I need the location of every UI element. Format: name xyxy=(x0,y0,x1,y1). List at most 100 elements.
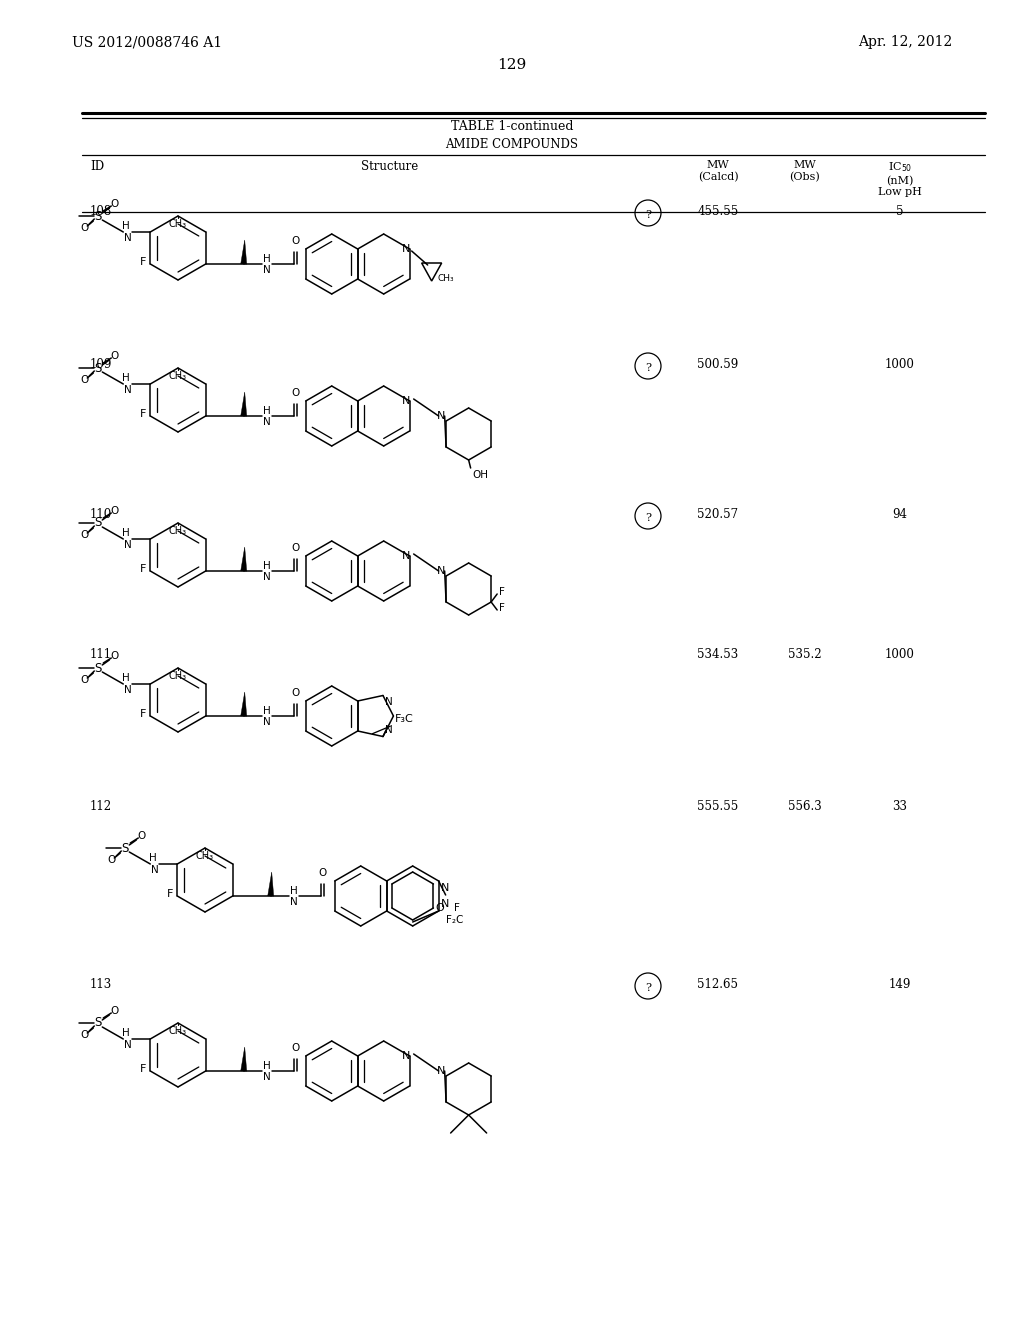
Text: H: H xyxy=(122,220,129,231)
Text: S: S xyxy=(94,661,102,675)
Text: ?: ? xyxy=(645,983,651,993)
Text: N: N xyxy=(263,1072,270,1082)
Text: F: F xyxy=(454,903,460,913)
Text: O: O xyxy=(111,351,119,360)
Text: 149: 149 xyxy=(889,978,911,991)
Text: N: N xyxy=(124,1040,131,1049)
Text: N: N xyxy=(401,396,410,407)
Text: N: N xyxy=(151,865,159,875)
Text: CH₃: CH₃ xyxy=(437,275,455,282)
Text: O: O xyxy=(292,236,300,246)
Text: S: S xyxy=(94,210,102,223)
Text: H: H xyxy=(263,561,270,572)
Text: CH₃: CH₃ xyxy=(169,1026,187,1036)
Text: O: O xyxy=(292,543,300,553)
Text: 112: 112 xyxy=(90,800,112,813)
Text: S: S xyxy=(94,362,102,375)
Text: OH: OH xyxy=(473,470,488,480)
Text: O: O xyxy=(80,531,88,540)
Text: N: N xyxy=(124,685,131,696)
Text: CH₃: CH₃ xyxy=(169,525,187,536)
Text: O: O xyxy=(80,375,88,385)
Text: F: F xyxy=(167,888,173,899)
Text: N: N xyxy=(436,1067,444,1076)
Text: F: F xyxy=(140,564,146,574)
Text: 110: 110 xyxy=(90,508,113,521)
Text: O: O xyxy=(292,688,300,698)
Text: F: F xyxy=(140,409,146,418)
Text: 113: 113 xyxy=(90,978,113,991)
Text: O: O xyxy=(80,675,88,685)
Text: CH₃: CH₃ xyxy=(169,671,187,681)
Text: US 2012/0088746 A1: US 2012/0088746 A1 xyxy=(72,36,222,49)
Text: H: H xyxy=(122,1028,129,1038)
Text: N: N xyxy=(263,572,270,582)
Text: H: H xyxy=(122,374,129,383)
Text: O: O xyxy=(318,869,327,878)
Text: CH₃: CH₃ xyxy=(196,851,214,861)
Text: N: N xyxy=(385,725,393,734)
Text: CH₃: CH₃ xyxy=(169,371,187,381)
Text: N: N xyxy=(401,1051,410,1061)
Text: H: H xyxy=(122,673,129,682)
Text: O: O xyxy=(111,199,119,209)
Text: H: H xyxy=(263,407,270,416)
Polygon shape xyxy=(241,240,247,264)
Text: N: N xyxy=(124,385,131,395)
Text: 512.65: 512.65 xyxy=(697,978,738,991)
Text: 5: 5 xyxy=(896,205,904,218)
Text: O: O xyxy=(435,903,444,913)
Text: H: H xyxy=(263,706,270,715)
Text: 555.55: 555.55 xyxy=(697,800,738,813)
Text: IC$_{50}$
(nM)
Low pH: IC$_{50}$ (nM) Low pH xyxy=(878,160,922,198)
Text: O: O xyxy=(292,1043,300,1053)
Text: ?: ? xyxy=(645,210,651,220)
Text: H: H xyxy=(263,253,270,264)
Text: N: N xyxy=(401,550,410,561)
Text: O: O xyxy=(111,506,119,516)
Text: 94: 94 xyxy=(893,508,907,521)
Polygon shape xyxy=(241,692,247,717)
Text: 109: 109 xyxy=(90,358,113,371)
Polygon shape xyxy=(241,392,247,416)
Text: S: S xyxy=(94,516,102,529)
Text: CH₃: CH₃ xyxy=(169,219,187,228)
Text: S: S xyxy=(122,842,129,854)
Text: 33: 33 xyxy=(893,800,907,813)
Polygon shape xyxy=(267,873,273,896)
Text: ?: ? xyxy=(645,363,651,374)
Text: O: O xyxy=(80,223,88,234)
Text: H: H xyxy=(290,886,297,896)
Text: F₂C: F₂C xyxy=(445,915,463,925)
Text: 534.53: 534.53 xyxy=(697,648,738,661)
Text: N: N xyxy=(263,717,270,727)
Text: MW
(Calcd): MW (Calcd) xyxy=(697,160,738,182)
Text: F: F xyxy=(499,603,505,612)
Text: AMIDE COMPOUNDS: AMIDE COMPOUNDS xyxy=(445,139,579,150)
Text: F: F xyxy=(140,709,146,719)
Text: O: O xyxy=(108,855,116,865)
Text: 556.3: 556.3 xyxy=(788,800,822,813)
Text: H: H xyxy=(148,853,157,863)
Text: F: F xyxy=(140,257,146,267)
Text: N: N xyxy=(401,244,410,253)
Text: N: N xyxy=(440,899,450,909)
Text: N: N xyxy=(436,411,444,421)
Text: F₃C: F₃C xyxy=(395,714,414,723)
Text: N: N xyxy=(436,566,444,576)
Text: O: O xyxy=(292,388,300,399)
Polygon shape xyxy=(241,1047,247,1071)
Text: N: N xyxy=(385,697,393,708)
Text: Structure: Structure xyxy=(361,160,419,173)
Text: O: O xyxy=(80,1030,88,1040)
Text: N: N xyxy=(290,898,297,907)
Text: O: O xyxy=(111,651,119,661)
Text: N: N xyxy=(263,417,270,426)
Polygon shape xyxy=(241,546,247,572)
Text: 520.57: 520.57 xyxy=(697,508,738,521)
Text: 129: 129 xyxy=(498,58,526,73)
Text: MW
(Obs): MW (Obs) xyxy=(790,160,820,182)
Text: 1000: 1000 xyxy=(885,648,914,661)
Text: F: F xyxy=(499,587,505,597)
Text: N: N xyxy=(263,265,270,275)
